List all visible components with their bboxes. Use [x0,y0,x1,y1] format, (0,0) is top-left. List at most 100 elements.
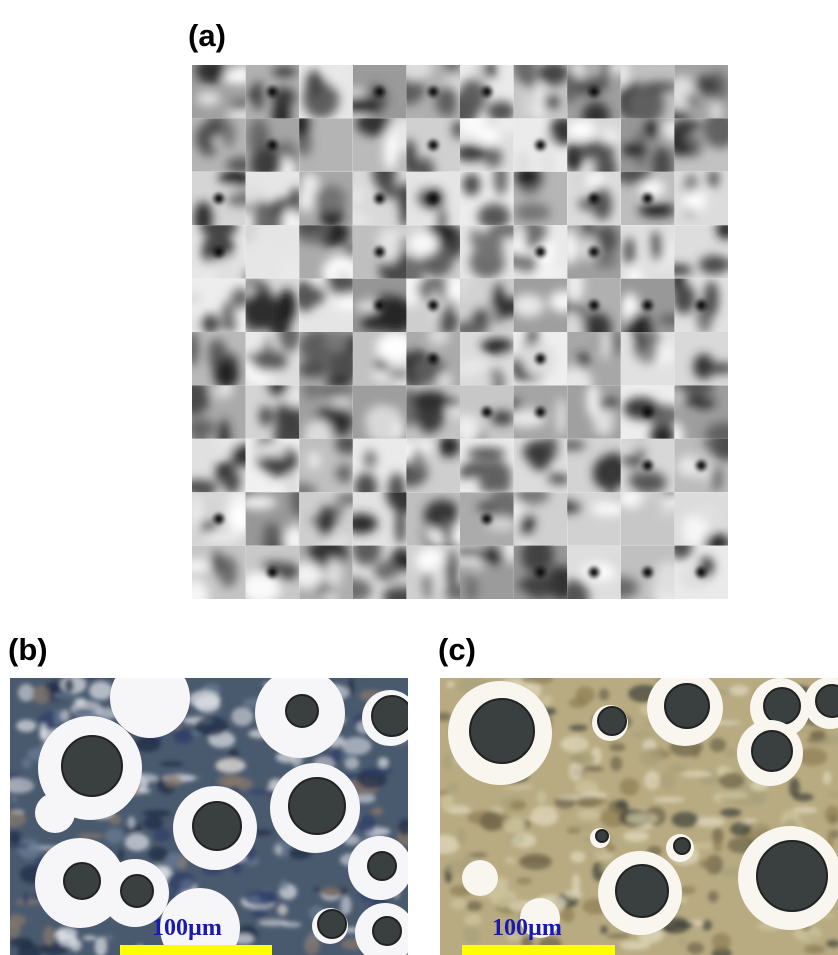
grain [566,828,580,834]
tile-content [189,490,253,546]
dark-spot [482,87,492,97]
blob [711,465,721,491]
blob [694,75,722,95]
grain [729,685,748,695]
grain [699,859,716,869]
grain [32,686,50,704]
micrograph-b [0,658,418,955]
grain [447,782,459,794]
grain [358,815,376,833]
blob [567,121,596,140]
blob [644,120,660,137]
grain [610,756,622,771]
grain [823,771,831,784]
grain [7,843,30,848]
dark-spot [589,247,599,257]
blob [437,308,458,335]
grain [277,904,288,915]
blob [298,189,313,212]
grain [565,890,582,899]
blob [326,558,343,588]
grain [81,676,113,681]
graphite-nodule [665,684,709,728]
blob [259,456,284,467]
dark-spot [375,194,385,204]
blob [642,82,679,91]
blob [702,438,718,446]
blob [259,406,272,426]
blob [263,523,280,546]
blob [624,237,635,265]
grain [148,847,168,862]
tile-content [290,536,352,604]
tile-content [460,488,522,546]
blob [374,360,388,371]
blob [673,283,696,314]
grain [623,831,649,842]
tile-content [614,165,676,225]
blob [446,56,458,74]
tile-content [567,382,621,440]
dark-spot [428,87,438,97]
blob [241,291,280,330]
tile-content [241,546,299,604]
blob [704,280,719,317]
blob [650,231,662,261]
ferrite-ring [110,658,190,738]
grain [23,892,30,905]
grain [8,830,21,843]
dark-spot [428,300,438,310]
blob [587,382,599,417]
grain [687,942,704,954]
dark-spot [589,567,599,577]
grain [118,849,124,862]
graphite-nodule [318,910,346,938]
blob [465,576,477,602]
grain [521,674,553,684]
dictionary-atom [674,170,728,226]
blob [479,460,512,493]
grain [456,828,467,846]
graphite-nodule [289,778,345,834]
blob [221,120,235,148]
grain [344,754,350,761]
figure: (a) (b) (c) 100µm 100µm [0,0,838,955]
grain [125,833,150,851]
grain [178,857,187,870]
blob [591,503,625,516]
dictionary-atom [674,332,736,385]
grain [105,828,124,843]
blob [377,226,400,263]
micrograph-c [428,670,838,955]
blob [484,61,496,78]
graphite-nodule [674,838,690,854]
grain [712,933,731,951]
tile-content [674,170,728,226]
dark-spot [696,567,706,577]
grain [11,796,17,802]
grain [557,795,584,799]
grain [70,938,82,951]
dark-spot [535,567,545,577]
tile-content [621,325,676,386]
dictionary-atom [562,220,620,279]
grain [342,737,372,755]
graphite-nodule [372,696,412,736]
grain [720,808,741,817]
graphite-nodule [752,731,792,771]
grain [0,811,26,827]
grain [279,880,288,891]
dictionary-atom [353,385,407,443]
blob [214,359,239,389]
blob [364,450,376,468]
blob [477,503,494,511]
grain [503,818,526,833]
grain [638,748,662,767]
blob [374,561,400,581]
graphite-nodule [373,917,401,945]
grain [504,784,534,790]
blob [252,351,288,372]
dictionary-atom [559,546,621,619]
grain [580,797,607,805]
grain [195,716,229,736]
